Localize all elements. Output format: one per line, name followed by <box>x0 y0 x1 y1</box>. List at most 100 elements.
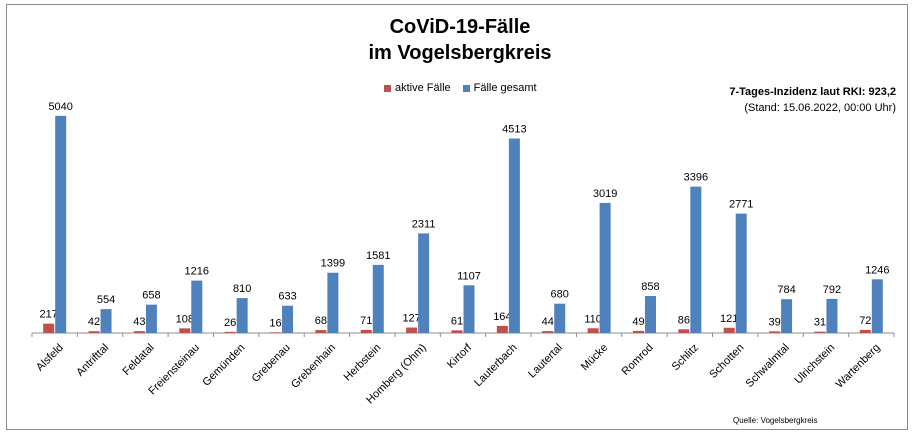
stand-label: (Stand: 15.06.2022, 00:00 Uhr) <box>744 102 896 114</box>
value-label-active-15: 121 <box>720 313 738 325</box>
category-label-15: Schotten <box>707 342 746 381</box>
bar-total-14 <box>690 186 702 333</box>
value-label-total-17: 792 <box>823 284 841 296</box>
category-label-18: Wartenberg <box>834 342 883 391</box>
legend-label-total: Fälle gesamt <box>473 82 537 94</box>
value-label-total-8: 2311 <box>412 218 436 230</box>
bar-active-16 <box>769 331 781 333</box>
legend-swatch-active <box>384 84 391 92</box>
chart-title-line1: CoViD-19-Fälle <box>389 16 531 38</box>
value-label-active-2: 43 <box>133 316 145 328</box>
value-label-active-11: 44 <box>542 316 554 328</box>
value-label-total-7: 1581 <box>366 250 390 262</box>
value-label-total-15: 2771 <box>729 199 753 211</box>
bar-active-14 <box>678 329 690 333</box>
bar-total-15 <box>735 213 747 333</box>
bar-total-10 <box>508 138 520 333</box>
bar-active-15 <box>723 327 735 333</box>
bar-active-6 <box>315 330 327 333</box>
value-label-total-3: 1216 <box>185 266 209 278</box>
value-label-total-2: 658 <box>142 290 160 302</box>
bar-active-0 <box>43 323 55 333</box>
value-label-active-9: 61 <box>451 315 463 327</box>
value-label-total-12: 3019 <box>593 188 617 200</box>
category-label-9: Kirtorf <box>445 341 475 371</box>
bar-active-7 <box>360 329 372 333</box>
bar-active-8 <box>406 327 418 333</box>
legend-item-active: aktive Fälle <box>384 82 451 94</box>
value-label-active-17: 31 <box>814 317 826 329</box>
value-label-active-0: 217 <box>40 309 58 321</box>
value-label-active-5: 16 <box>269 317 281 329</box>
value-label-active-3: 108 <box>176 313 194 325</box>
bar-total-6 <box>327 272 339 333</box>
bar-active-13 <box>632 330 644 333</box>
bar-total-3 <box>191 280 203 333</box>
bar-total-13 <box>644 296 656 333</box>
chart-title-line2: im Vogelsbergkreis <box>368 42 552 64</box>
legend-swatch-total <box>462 84 470 92</box>
bar-total-9 <box>463 285 475 333</box>
category-label-13: Romrod <box>620 342 656 378</box>
value-label-total-14: 3396 <box>684 172 708 184</box>
bar-active-9 <box>451 330 463 333</box>
value-label-total-16: 784 <box>777 284 795 296</box>
bar-active-1 <box>88 331 100 333</box>
value-label-total-10: 4513 <box>502 124 526 136</box>
bar-active-17 <box>814 331 826 333</box>
value-label-total-18: 1246 <box>865 264 889 276</box>
bar-active-12 <box>587 328 599 333</box>
category-label-7: Herbstein <box>342 342 384 384</box>
legend-label-active: aktive Fälle <box>395 82 451 94</box>
category-label-17: Ulrichstein <box>792 342 837 387</box>
bar-active-11 <box>542 331 554 333</box>
value-label-total-4: 810 <box>233 283 251 295</box>
bar-total-2 <box>145 304 157 333</box>
bar-active-5 <box>270 332 282 333</box>
category-label-0: Alsfeld <box>34 342 66 374</box>
bar-total-1 <box>100 309 112 333</box>
bar-total-11 <box>554 303 566 333</box>
bar-total-17 <box>826 298 838 333</box>
category-label-12: Mücke <box>579 342 610 373</box>
category-label-1: Antrifttal <box>74 342 111 379</box>
value-label-total-5: 633 <box>278 291 296 303</box>
bar-active-18 <box>859 329 871 333</box>
value-label-total-0: 5040 <box>48 101 72 113</box>
value-label-total-11: 680 <box>551 289 569 301</box>
bar-total-16 <box>781 299 793 333</box>
value-label-active-7: 71 <box>360 315 372 327</box>
bar-total-18 <box>871 279 883 333</box>
incidence-label: 7-Tages-Inzidenz laut RKI: 923,2 <box>729 86 896 98</box>
value-label-active-6: 68 <box>315 315 327 327</box>
value-label-total-9: 1107 <box>457 270 481 282</box>
value-label-total-6: 1399 <box>321 258 345 270</box>
value-label-total-13: 858 <box>641 281 659 293</box>
bar-total-12 <box>599 202 611 333</box>
bar-total-4 <box>236 298 248 333</box>
value-label-active-10: 164 <box>493 311 511 323</box>
bar-total-5 <box>282 305 294 333</box>
value-label-total-1: 554 <box>97 294 115 306</box>
value-label-active-8: 127 <box>402 313 420 325</box>
value-label-active-18: 72 <box>859 315 871 327</box>
bar-active-2 <box>133 331 145 333</box>
bar-active-4 <box>224 331 236 333</box>
bar-total-7 <box>372 264 384 333</box>
category-label-10: Lauterbach <box>472 342 519 389</box>
category-label-14: Schlitz <box>670 342 701 373</box>
value-label-active-14: 86 <box>678 314 690 326</box>
category-label-11: Lautertal <box>526 342 565 381</box>
bar-active-10 <box>496 325 508 333</box>
category-label-16: Schwalmtal <box>744 342 792 390</box>
chart-frame <box>6 4 908 430</box>
category-label-4: Gemünden <box>200 342 247 389</box>
value-label-active-4: 26 <box>224 317 236 329</box>
category-label-2: Feldatal <box>120 342 156 378</box>
bar-total-0 <box>55 115 67 334</box>
category-label-6: Grebenhain <box>289 342 338 391</box>
value-label-active-12: 110 <box>584 313 602 325</box>
value-label-active-16: 39 <box>768 316 780 328</box>
value-label-active-13: 49 <box>632 316 644 328</box>
